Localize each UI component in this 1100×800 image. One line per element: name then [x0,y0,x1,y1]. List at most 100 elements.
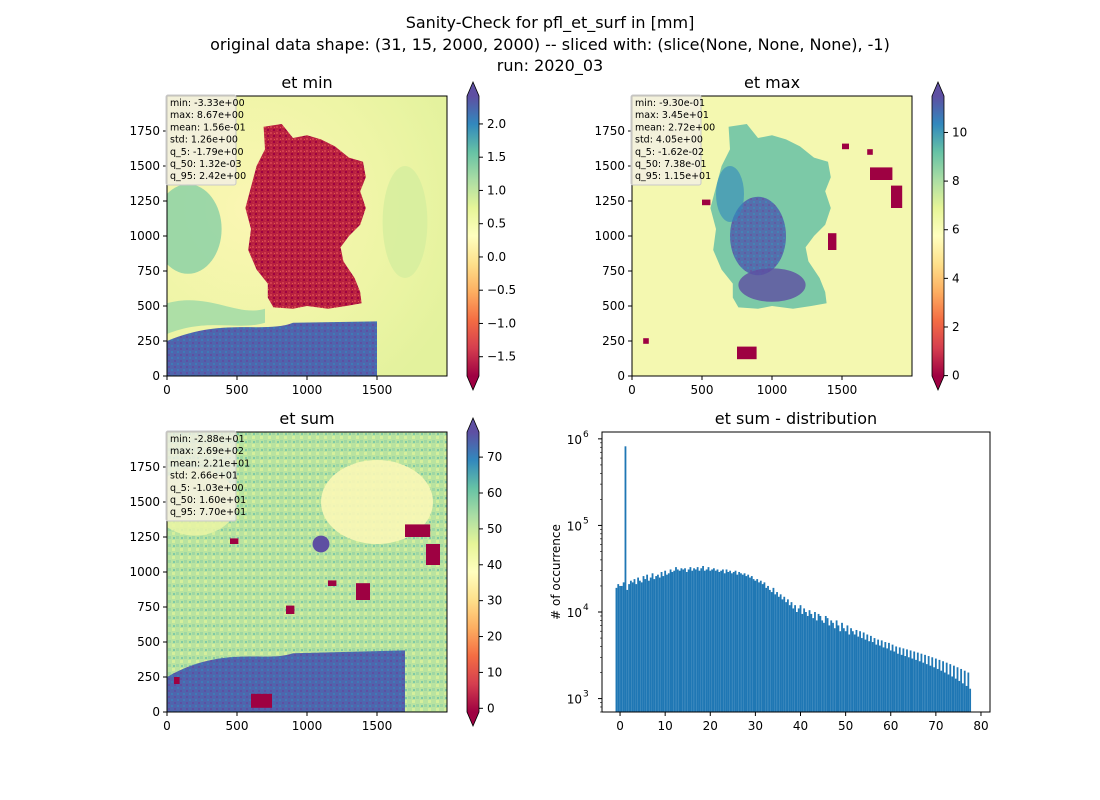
histogram-bar [925,664,928,712]
y-tick-label: 1500 [129,495,160,509]
histogram-bar [680,568,683,712]
histogram-bar [685,571,688,712]
histogram-bar [772,587,775,712]
y-tick-label: 10 [567,606,582,620]
histogram-bar [797,608,800,712]
histogram-bar [631,582,634,712]
histogram-bar [808,610,811,712]
colorbar-tick-label: 2.0 [487,117,506,131]
histogram-bar [940,670,943,712]
histogram-bar [958,680,961,712]
histogram-bar [619,585,621,712]
y-tick-label: 1750 [129,124,160,138]
histogram-bar [694,569,697,712]
stats-line: q_95: 2.42e+00 [170,171,246,182]
histogram-bar [790,602,793,712]
histogram-bar [949,664,952,712]
histogram-bar [759,580,762,712]
colorbar: 0 2 4 6 8 10 [931,80,967,392]
colorbar-tick-label: 0.0 [487,250,506,264]
y-tick-label: 1000 [594,229,625,243]
histogram-bar [841,622,843,712]
x-tick-label: 1500 [827,383,858,397]
histogram-bar [767,585,769,712]
histogram-bar [828,625,831,712]
histogram-bar [732,571,735,712]
histogram-bar [909,650,912,712]
histogram-bar [956,667,959,712]
histogram-bar [862,632,865,712]
colorbar-tick-label: 8 [952,174,960,188]
x-tick-label: 50 [838,719,853,733]
histogram-bar [851,631,854,712]
histogram-bar [805,612,807,712]
histogram-bar [947,674,950,712]
stats-line: q_95: 7.70e+01 [170,507,246,518]
colorbar-tick-label: 2 [952,320,960,334]
histogram-bar [913,651,916,712]
stats-line: q_50: 1.32e-03 [170,159,242,170]
x-tick-label: 60 [883,719,898,733]
histogram-bar [628,584,630,712]
et-min-panel: et min 0 500 1000 1500 0 250 500 750 1000 1250 1500… [129,73,516,397]
histogram-bar [788,605,791,712]
histogram-bar [678,570,681,712]
histogram-bar [712,568,715,712]
x-tick-label: 40 [793,719,808,733]
histogram-bar [833,628,836,712]
y-tick-label: 1500 [594,159,625,173]
histogram-bar [633,579,636,712]
histogram-bar [640,582,643,712]
histogram-bar [796,612,798,712]
histogram-bar [667,573,670,712]
colorbar-extend-min [932,376,944,390]
colorbar-tick-label: 10 [487,665,502,679]
histogram-bar [637,577,639,712]
histogram-bar [700,568,703,712]
y-tick-label: 500 [137,635,160,649]
histogram-bar [832,622,834,712]
map-image [632,96,912,376]
histogram-bar [837,625,840,712]
colorbar-tick-label: 0 [487,701,495,715]
histogram-bar [920,653,923,712]
y-tick-label: 1000 [129,229,160,243]
histogram-bar [918,661,921,712]
histogram-bar [814,612,816,712]
histogram-bar [869,635,872,712]
histogram-bar [803,608,806,712]
histogram-bar [915,659,917,712]
y-tick-exponent: 4 [583,603,589,613]
stats-line: mean: 2.21e+01 [170,458,250,469]
y-tick-label: 250 [137,334,160,348]
histogram-bar [761,584,764,712]
histogram-bar [794,605,796,712]
stats-line: q_50: 7.38e-01 [635,159,707,170]
histogram-bar [752,579,755,712]
histogram-bar [705,569,708,712]
histogram-bar [675,567,677,712]
histogram-bar [660,571,663,712]
histogram-bar [638,580,641,712]
histogram-bar [669,569,672,712]
histogram-bar [965,685,968,712]
histogram-bar [684,568,686,712]
histogram-bar [895,646,898,712]
x-tick-label: 20 [703,719,718,733]
histogram-bar [734,570,737,712]
histogram-bar [716,569,719,712]
stats-line: mean: 1.56e-01 [170,122,246,133]
y-tick-label: 1250 [129,530,160,544]
histogram-bar [783,596,786,712]
histogram-bar [707,567,710,712]
stats-line: q_5: -1.03e+00 [170,483,244,494]
et-max-panel: et max 0 500 1000 1500 0 250 500 750 1000 1250 1500… [594,73,967,397]
colorbar-extend-min [467,712,479,726]
histogram-bar [740,573,742,712]
stats-line: q_5: -1.62e-02 [635,147,704,158]
histogram-bar [936,668,939,712]
histogram-bar [743,573,746,712]
colorbar-outline [466,80,480,392]
histogram-bar [777,596,780,712]
colorbar-tick-label: −1.0 [487,316,516,330]
